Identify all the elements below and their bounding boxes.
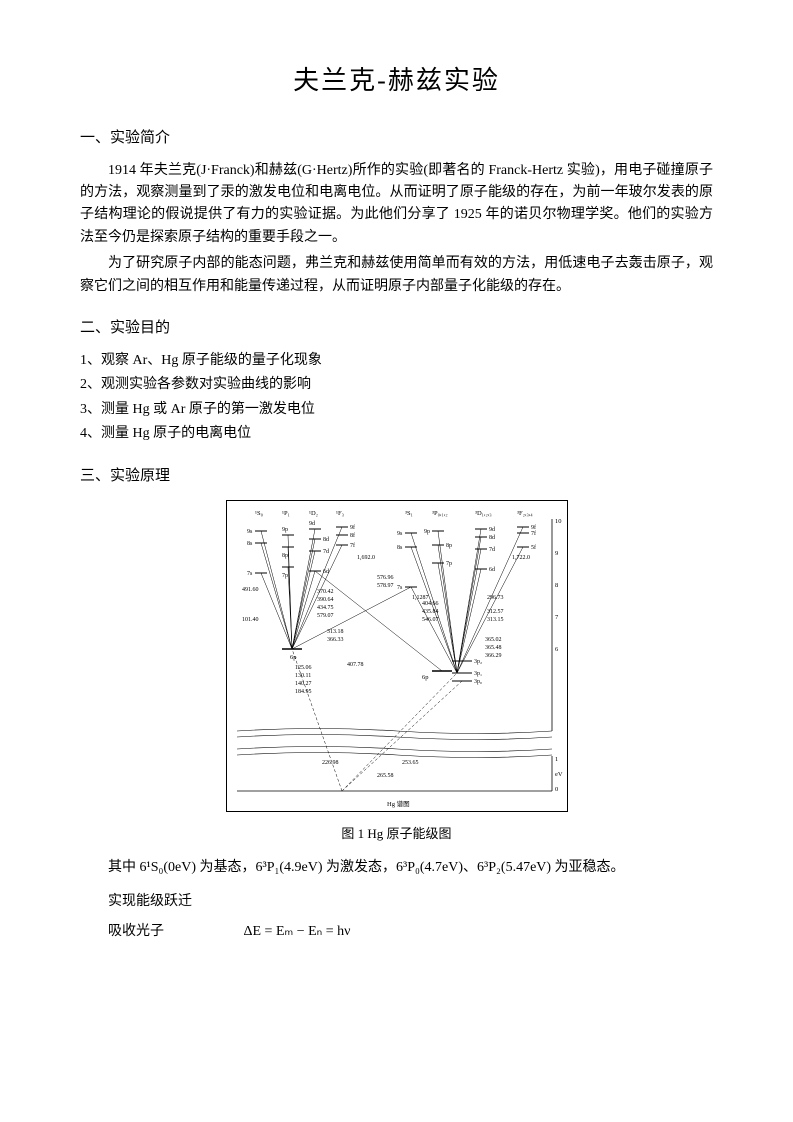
lvl-7d-r: 7d <box>489 547 495 553</box>
val-12506: 125.06 <box>295 665 312 671</box>
ytick-10: 10 <box>555 518 562 525</box>
section2-heading: 二、实验目的 <box>80 316 713 340</box>
val-36633: 366.33 <box>327 637 344 643</box>
lvl-9s-r: 9s <box>397 531 403 537</box>
lvl-6d-r: 6d <box>489 567 495 573</box>
figure1-container: ¹S₀ ¹P₁ ¹D₂ ¹F₃ ³S₁ ³P₀,₁,₂ ³D₁,₂,₃ ³F₂,… <box>80 500 713 845</box>
val-36629: 366.29 <box>485 653 502 659</box>
col-3d123: ³D₁,₂,₃ <box>475 510 492 517</box>
lvl-5f-r: 5f <box>531 544 536 551</box>
lvl-3p0: 3p₀ <box>474 679 482 685</box>
val-31315: 313.15 <box>487 617 504 623</box>
lvl-8p-r: 8p <box>446 543 452 549</box>
col-1p1: ¹P₁ <box>282 510 290 517</box>
lvl-6p-l: 6p <box>290 654 297 661</box>
formula1-row: 吸收光子 ΔE = Eₘ − Eₙ = hν <box>80 921 713 943</box>
ytick-7: 7 <box>555 614 559 621</box>
formula1-body: ΔE = Eₘ − Eₙ = hν <box>244 921 351 943</box>
val-43584: 435.84 <box>422 609 439 615</box>
val-36548: 365.48 <box>485 645 502 651</box>
val-31318: 313.18 <box>327 629 344 635</box>
lvl-9p-l: 9p <box>282 527 288 533</box>
val-16920: 1,692.0 <box>357 555 375 561</box>
val-49160: 491.60 <box>242 587 259 593</box>
lvl-7p-l: 7p <box>282 573 288 579</box>
val-39064: 390.64 <box>317 597 334 603</box>
col-3f234: ³F₂,₃,₄ <box>517 510 533 517</box>
val-40778: 407.78 <box>347 662 364 668</box>
lvl-9d-r: 9d <box>489 527 495 533</box>
val-10140: 101.40 <box>242 617 259 623</box>
ytick-8: 8 <box>555 582 558 589</box>
lvl-9f-l: 9f <box>350 524 355 531</box>
section2-item4: 4、测量 Hg 原子的电离电位 <box>80 423 713 445</box>
ytick-6: 6 <box>555 646 559 653</box>
lvl-8p-l: 8p <box>282 553 288 559</box>
ytick-ev: eV <box>555 771 563 778</box>
ytick-9: 9 <box>555 550 558 557</box>
col-1s0: ¹S₀ <box>255 510 263 517</box>
lvl-3p2: 3p₂ <box>474 659 482 665</box>
diagram-bottom-label: Hg 谱图 <box>387 799 410 808</box>
section1-para1: 1914 年夫兰克(J·Franck)和赫兹(G·Hertz)所作的实验(即著名… <box>80 160 713 250</box>
col-3p012: ³P₀,₁,₂ <box>432 510 448 517</box>
lvl-7s-r: 7s <box>397 585 403 591</box>
val-57907: 579.07 <box>317 613 334 619</box>
val-18495: 184.95 <box>295 689 312 695</box>
val-37042: 370.42 <box>317 589 334 595</box>
val-17220: 1,722.0 <box>512 555 530 561</box>
section1-heading: 一、实验简介 <box>80 126 713 150</box>
val-43475: 434.75 <box>317 605 334 611</box>
lvl-6p-r: 6p <box>422 674 429 681</box>
section2-item3: 3、测量 Hg 或 Ar 原子的第一激发电位 <box>80 399 713 421</box>
val-31257: 312.57 <box>487 609 504 615</box>
formula1-label: 吸收光子 <box>80 921 210 943</box>
val-36502: 365.02 <box>485 637 502 643</box>
lvl-7f-l: 7f <box>350 542 355 549</box>
val-14027: 140.27 <box>295 681 312 687</box>
lvl-7d-l: 7d <box>323 549 329 555</box>
section1-para2: 为了研究原子内部的能态问题，弗兰克和赫兹使用简单而有效的方法，用低速电子去轰击原… <box>80 253 713 298</box>
val-13011: 130.11 <box>295 673 311 679</box>
lvl-3p1: 3p₁ <box>474 671 482 677</box>
lvl-8f-l: 8f <box>350 532 355 539</box>
section3-sub1: 实现能级跃迁 <box>80 891 713 913</box>
lvl-8d-l: 8d <box>323 537 329 543</box>
lvl-7f-r: 7f <box>531 530 536 537</box>
lvl-7p-r: 7p <box>446 561 452 567</box>
lvl-9d-l: 9d <box>309 521 315 527</box>
page-title: 夫兰克-赫兹实验 <box>80 60 713 102</box>
col-1f3: ¹F₃ <box>336 510 344 517</box>
lvl-7s-l: 7s <box>247 571 253 577</box>
energy-level-diagram: ¹S₀ ¹P₁ ¹D₂ ¹F₃ ³S₁ ³P₀,₁,₂ ³D₁,₂,₃ ³F₂,… <box>226 500 568 812</box>
section3-heading: 三、实验原理 <box>80 464 713 488</box>
lvl-9s-l: 9s <box>247 529 253 535</box>
ytick-1: 1 <box>555 756 558 763</box>
lvl-8s-r: 8s <box>397 545 403 551</box>
figure1-caption: 图 1 Hg 原子能级图 <box>80 824 713 845</box>
lvl-8s-l: 8s <box>247 541 253 547</box>
val-29673: 296.73 <box>487 595 504 601</box>
col-3s1: ³S₁ <box>405 510 413 517</box>
section3-para-after-fig: 其中 6¹S₀(0eV) 为基态，6³P₁(4.9eV) 为激发态，6³P₀(4… <box>80 857 713 879</box>
val-26558: 265.58 <box>377 773 394 779</box>
lvl-8d-r: 8d <box>489 535 495 541</box>
section2-item2: 2、观测实验各参数对实验曲线的影响 <box>80 374 713 396</box>
val-54607: 546.07 <box>422 617 439 623</box>
col-1d2: ¹D₂ <box>309 510 318 517</box>
val-22698: 226.98 <box>322 760 339 766</box>
val-25365: 253.65 <box>402 760 419 766</box>
ytick-0: 0 <box>555 786 558 793</box>
val-40466: 404.66 <box>422 601 439 607</box>
lvl-9f-r: 9f <box>531 524 536 531</box>
val-57696: 576.96 <box>377 575 394 581</box>
section2-item1: 1、观察 Ar、Hg 原子能级的量子化现象 <box>80 350 713 372</box>
lvl-9p-r: 9p <box>424 529 430 535</box>
val-57897: 578.97 <box>377 583 394 589</box>
